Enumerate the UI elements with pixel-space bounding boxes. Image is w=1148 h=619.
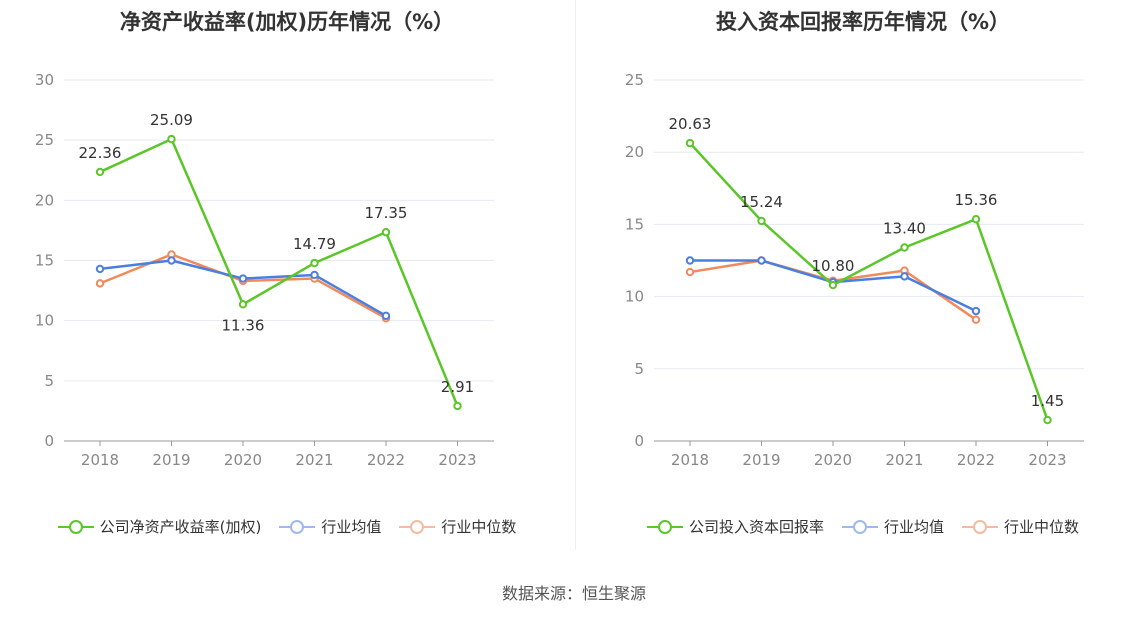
data-point[interactable] [95, 264, 105, 274]
series-line [689, 142, 1049, 421]
chart-panel-roic: 投入资本回报率历年情况（%） 0 5 10 15 20 25 2018 2019 2020 202… [576, 0, 1148, 560]
data-label: 25.09 [150, 111, 193, 129]
y-tick-label: 25 [625, 71, 644, 89]
y-tick-label: 10 [625, 288, 644, 306]
data-point[interactable] [95, 279, 105, 288]
data-label: 15.24 [740, 193, 783, 211]
x-tick-label: 2021 [295, 451, 333, 469]
data-point[interactable] [971, 315, 981, 324]
legend-item-industry-median[interactable]: 行业中位数 [399, 516, 516, 537]
legend-swatch-green [646, 519, 683, 534]
legend-swatch-blue [841, 519, 878, 534]
legend-label: 公司净资产收益率(加权) [99, 518, 262, 536]
y-tick-label: 20 [35, 191, 54, 209]
data-point[interactable] [167, 134, 176, 144]
y-tick-label: 30 [35, 71, 54, 89]
data-point[interactable] [685, 256, 695, 265]
data-point[interactable] [453, 401, 462, 411]
legend-item-industry-median[interactable]: 行业中位数 [962, 516, 1079, 537]
x-tick-label: 2020 [224, 451, 262, 469]
legend-swatch-orange [399, 519, 436, 534]
data-label: 13.40 [883, 220, 926, 238]
data-point[interactable] [828, 280, 838, 290]
legend-label: 行业均值 [321, 518, 382, 536]
data-point[interactable] [310, 270, 319, 280]
legend-item-company-roic[interactable]: 公司投入资本回报率 [646, 516, 824, 537]
data-point[interactable] [1043, 415, 1052, 425]
roic-line-chart: 0 5 10 15 20 25 2018 2019 2020 2021 2022 2023 20.63 1… [625, 71, 1084, 469]
legend-item-company-roe[interactable]: 公司净资产收益率(加权) [57, 516, 262, 537]
data-label: 17.35 [365, 204, 408, 222]
y-tick-label: 10 [35, 312, 54, 330]
data-label: 20.63 [669, 115, 712, 133]
x-tick-label: 2018 [81, 451, 119, 469]
data-point[interactable] [381, 228, 391, 237]
data-point[interactable] [900, 243, 909, 252]
data-point[interactable] [167, 256, 176, 265]
legend-swatch-blue [279, 519, 316, 534]
x-tick-label: 2021 [885, 451, 923, 469]
data-point[interactable] [971, 306, 981, 316]
data-label: 14.79 [293, 235, 336, 253]
data-label: 22.36 [79, 144, 122, 162]
x-tick-label: 2020 [814, 451, 852, 469]
legend-item-industry-mean[interactable]: 行业均值 [841, 516, 944, 537]
data-label: 11.36 [222, 316, 265, 334]
x-tick-label: 2019 [742, 451, 780, 469]
chart-title: 净资产收益率(加权)历年情况（%） [119, 10, 455, 34]
data-label: 1.45 [1031, 392, 1064, 410]
data-point[interactable] [685, 267, 695, 277]
data-point[interactable] [757, 216, 766, 226]
x-tick-label: 2022 [367, 451, 405, 469]
legend-label: 行业均值 [883, 518, 944, 536]
y-tick-label: 25 [35, 131, 54, 149]
data-point[interactable] [971, 215, 981, 224]
x-tick-label: 2023 [438, 451, 476, 469]
chart-legend: 公司投入资本回报率 行业均值 行业中位数 [576, 516, 1148, 537]
legend-label: 行业中位数 [1004, 518, 1080, 536]
data-point[interactable] [95, 167, 105, 177]
data-point[interactable] [685, 138, 695, 148]
data-point[interactable] [238, 274, 248, 283]
x-tick-label: 2023 [1028, 451, 1066, 469]
data-source: 数据来源：恒生聚源 [501, 584, 646, 603]
legend-label: 公司投入资本回报率 [688, 518, 824, 536]
legend-swatch-green [57, 519, 94, 534]
data-label: 2.91 [441, 378, 474, 396]
panel-divider [575, 0, 576, 550]
x-tick-label: 2019 [152, 451, 190, 469]
data-point[interactable] [757, 256, 766, 265]
chart-panel-roe: 净资产收益率(加权)历年情况（%） 0 5 10 15 20 25 30 2018 2019 20… [0, 0, 574, 560]
x-tick-label: 2018 [671, 451, 709, 469]
y-tick-label: 5 [634, 360, 644, 378]
data-label: 15.36 [955, 191, 998, 209]
y-tick-label: 15 [625, 215, 644, 233]
y-tick-label: 20 [625, 143, 644, 161]
legend-swatch-orange [962, 519, 998, 534]
data-point[interactable] [310, 258, 319, 268]
chart-title: 投入资本回报率历年情况（%） [715, 10, 1011, 34]
roe-line-chart: 0 5 10 15 20 25 30 2018 2019 2020 2021 2022 2023 22.3… [35, 71, 494, 469]
x-tick-label: 2022 [957, 451, 995, 469]
data-label: 10.80 [812, 257, 855, 275]
series-line [99, 137, 459, 407]
data-point[interactable] [238, 300, 248, 309]
y-tick-label: 0 [634, 432, 644, 450]
y-tick-label: 0 [44, 432, 54, 450]
data-point[interactable] [381, 311, 391, 321]
legend-label: 行业中位数 [441, 518, 517, 536]
y-tick-label: 5 [44, 372, 54, 390]
chart-legend: 公司净资产收益率(加权) 行业均值 行业中位数 [0, 516, 574, 537]
legend-item-industry-mean[interactable]: 行业均值 [279, 516, 381, 537]
y-tick-label: 15 [35, 252, 54, 270]
data-point[interactable] [900, 272, 909, 281]
